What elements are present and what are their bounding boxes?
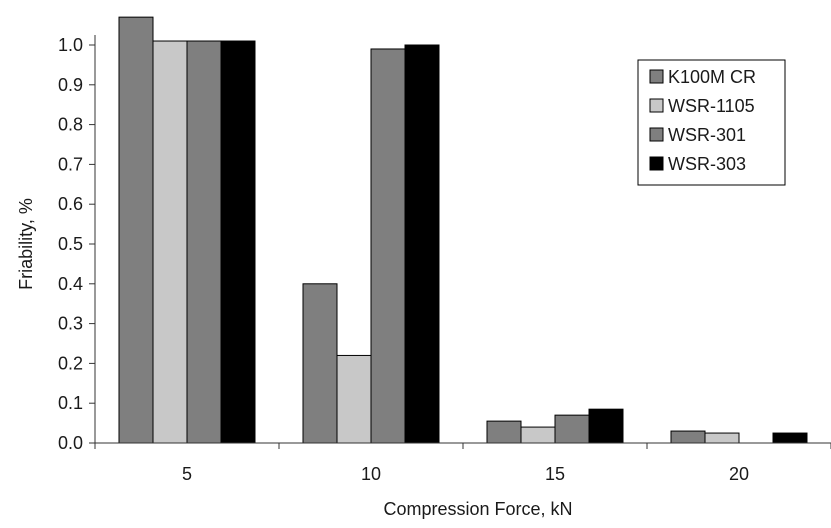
bar-wsr-303-10 [404, 44, 440, 443]
bar-wsr-301-10 [370, 48, 406, 443]
legend-label: WSR-303 [668, 154, 746, 174]
legend-swatch [649, 127, 664, 142]
bar-k100m-cr-15 [486, 420, 522, 443]
legend-swatch [649, 156, 664, 171]
y-tick-label: 1.0 [58, 35, 83, 55]
bar-wsr-303-5 [220, 40, 256, 443]
y-tick-label: 0.1 [58, 393, 83, 413]
plot-area [118, 16, 808, 443]
y-tick-label: 0.3 [58, 314, 83, 334]
legend-label: K100M CR [668, 67, 756, 87]
bar-wsr-303-15 [588, 408, 624, 443]
bar-wsr-1105-5 [152, 40, 188, 443]
y-tick-label: 0.2 [58, 353, 83, 373]
bar-k100m-cr-20 [670, 430, 706, 443]
legend-swatch [649, 69, 664, 84]
bar-wsr-303-20 [772, 432, 808, 443]
bar-wsr-301-15 [554, 414, 590, 443]
y-tick-label: 0.7 [58, 154, 83, 174]
x-tick-label: 20 [729, 464, 749, 484]
bar-wsr-1105-10 [336, 354, 372, 443]
x-tick-label: 5 [182, 464, 192, 484]
x-tick-label: 10 [361, 464, 381, 484]
legend: K100M CR WSR-1105 WSR-301 WSR-303 [637, 59, 786, 186]
x-tick-label: 15 [545, 464, 565, 484]
axes: 0.0 0.1 0.2 0.3 0.4 0.5 0.6 0.7 0.8 0.9 1.0 5 10 15 20 [58, 35, 831, 484]
bar-k100m-cr-5 [118, 16, 154, 443]
bar-wsr-1105-15 [520, 426, 556, 443]
legend-swatch [649, 98, 664, 113]
y-axis-title: Friability, % [16, 198, 36, 290]
y-tick-label: 0.4 [58, 274, 83, 294]
bar-wsr-1105-20 [704, 432, 740, 443]
y-tick-label: 0.0 [58, 433, 83, 453]
y-tick-label: 0.8 [58, 115, 83, 135]
legend-label: WSR-1105 [668, 96, 755, 116]
x-axis-title: Compression Force, kN [383, 499, 572, 519]
y-tick-label: 0.9 [58, 75, 83, 95]
bar-k100m-cr-10 [302, 283, 338, 443]
legend-label: WSR-301 [668, 125, 746, 145]
y-tick-label: 0.5 [58, 234, 83, 254]
y-tick-label: 0.6 [58, 194, 83, 214]
bar-wsr-301-5 [186, 40, 222, 443]
